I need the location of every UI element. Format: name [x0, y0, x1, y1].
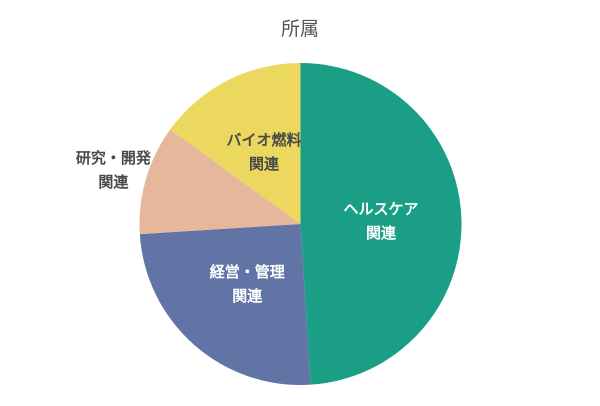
- slice-label: 研究・開発 関連: [75, 148, 151, 191]
- pie-slice: [139, 224, 311, 385]
- slice-label: 経営・管理 関連: [209, 263, 285, 306]
- slice-label: ヘルスケア 関連: [343, 200, 419, 243]
- pie-slice: [300, 63, 462, 385]
- pie-slice: [170, 62, 301, 225]
- chart-title: 所属: [280, 18, 319, 40]
- pie-slice: [139, 129, 301, 235]
- slice-label: バイオ燃料 関連: [226, 131, 302, 174]
